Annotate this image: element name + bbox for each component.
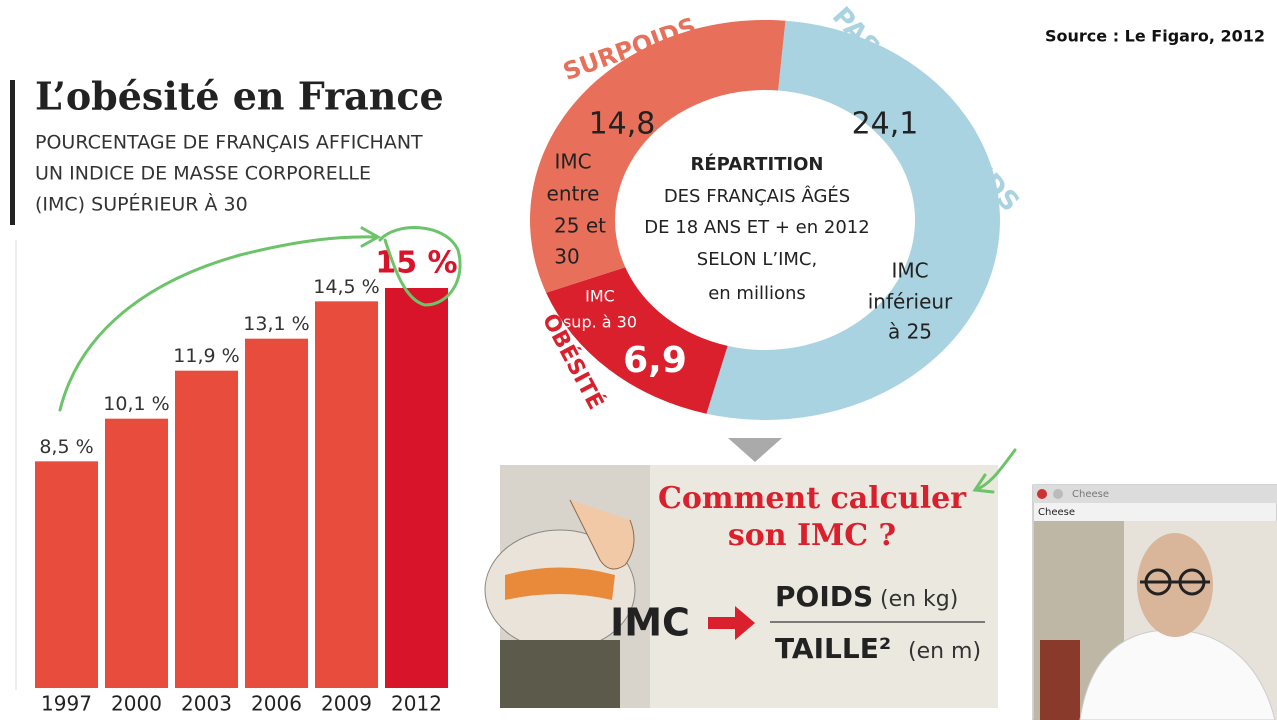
numerator: POIDS — [775, 580, 873, 613]
pointer — [728, 438, 782, 462]
illustration — [500, 640, 620, 708]
value-label: 10,1 % — [103, 393, 169, 415]
annotation-curve — [58, 235, 377, 412]
menu-item[interactable]: Cheese — [1038, 507, 1075, 518]
subtitle: POURCENTAGE DE FRANÇAIS AFFICHANT — [35, 132, 423, 154]
bar — [315, 301, 378, 688]
close-button[interactable] — [1037, 489, 1047, 499]
window-titlebar[interactable] — [1033, 485, 1277, 503]
segment-description: 30 — [554, 245, 579, 269]
source: Source : Le Figaro, 2012 — [1045, 27, 1265, 46]
center-text: DES FRANÇAIS ÂGÉS — [664, 185, 850, 207]
donut-segment — [546, 267, 728, 414]
illustration — [505, 567, 615, 600]
donut-segment — [530, 19, 786, 293]
segment-description: inférieur — [868, 290, 953, 314]
annotation-arrow — [360, 226, 382, 248]
title-bar — [10, 80, 15, 225]
segment-description: sup. à 30 — [563, 313, 637, 332]
segment-description: IMC — [554, 150, 591, 174]
segment-description: à 25 — [888, 320, 932, 344]
center-text: DE 18 ANS ET + en 2012 — [644, 217, 869, 238]
bar — [105, 418, 168, 688]
x-tick-label: 2006 — [251, 692, 302, 716]
denominator: TAILLE² — [775, 632, 891, 665]
video-feed — [1178, 568, 1206, 596]
bar — [245, 338, 308, 688]
numerator-unit: (en kg) — [880, 587, 958, 612]
x-tick-label: 1997 — [41, 692, 92, 716]
subtitle: UN INDICE DE MASSE CORPORELLE — [35, 163, 371, 185]
x-tick-label: 2003 — [181, 692, 232, 716]
webcam-window: Cheese Cheese — [1032, 484, 1277, 720]
video-feed — [1144, 568, 1172, 596]
center-text: SELON L’IMC, — [697, 249, 817, 270]
segment-description: entre — [547, 182, 600, 206]
annotation-curve — [973, 448, 1017, 492]
bar — [35, 461, 98, 688]
value-label: 6,9 — [623, 340, 687, 381]
minimize-button[interactable] — [1053, 489, 1063, 499]
x-tick-label: 2012 — [391, 692, 442, 716]
video-feed — [1040, 640, 1080, 720]
segment-description: IMC — [585, 287, 615, 306]
panel-heading: son IMC ? — [728, 518, 896, 553]
bar — [175, 370, 238, 688]
annotation-circle — [378, 226, 462, 307]
center-text: RÉPARTITION — [691, 153, 824, 175]
value-label: 8,5 % — [39, 436, 93, 458]
donut-segment — [706, 20, 1001, 421]
arrow — [708, 606, 755, 640]
window-title: Cheese — [1072, 489, 1109, 500]
video-feed — [1137, 533, 1213, 637]
subtitle: (IMC) SUPÉRIEUR À 30 — [35, 193, 248, 216]
bar-chart: 1997 8,5 % 2000 10,1 % 2003 11,9 % 2006 13,1 % 2… — [35, 246, 458, 716]
formula-lhs: IMC — [610, 601, 690, 645]
value-label: 24,1 — [852, 107, 919, 142]
panel-heading: Comment calculer — [658, 481, 967, 516]
x-tick-label: 2000 — [111, 692, 162, 716]
value-label: 14,8 — [589, 107, 656, 142]
annotation-arrow — [972, 473, 995, 494]
x-tick-label: 2009 — [321, 692, 372, 716]
segment-description: IMC — [891, 259, 928, 283]
value-label: 14,5 % — [313, 276, 379, 298]
segment-description: 25 et — [554, 214, 606, 238]
imc-panel: Comment calculer son IMC ? IMC POIDS (en… — [484, 465, 998, 708]
value-label: 13,1 % — [243, 313, 309, 335]
value-label: 11,9 % — [173, 345, 239, 367]
chart-title: L’obésité en France — [35, 74, 444, 119]
annotation — [58, 226, 1017, 494]
illustration — [569, 499, 635, 570]
bar — [385, 288, 448, 688]
center-text: en millions — [708, 283, 806, 304]
denominator-unit: (en m) — [908, 639, 981, 664]
